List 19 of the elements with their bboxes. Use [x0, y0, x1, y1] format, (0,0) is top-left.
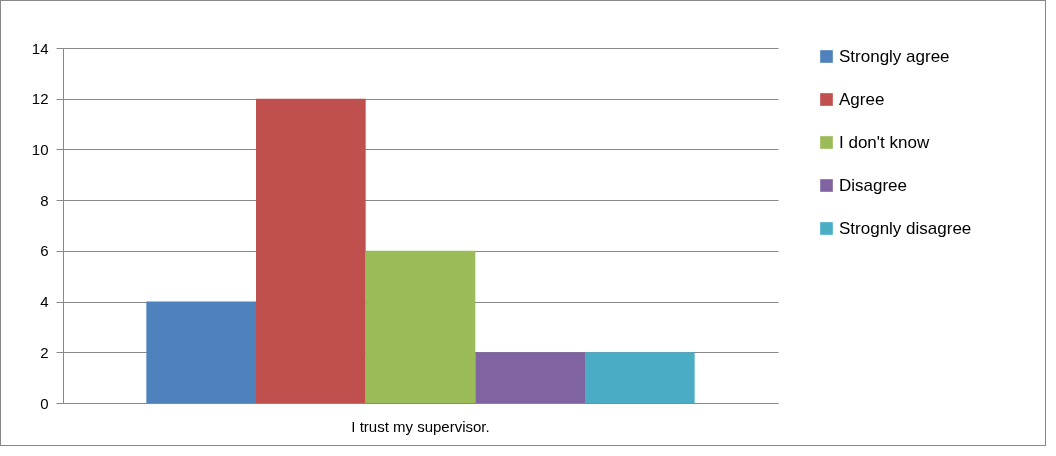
bar — [365, 250, 476, 403]
y-tick-label: 12 — [31, 90, 49, 108]
y-tick-label: 6 — [40, 242, 49, 260]
bar — [256, 98, 366, 403]
legend-label: I don't know — [839, 132, 930, 152]
y-tick-label: 2 — [40, 343, 49, 361]
y-tick-label: 14 — [31, 39, 49, 57]
legend-label: Strognly disagree — [839, 218, 972, 238]
y-tick-label: 8 — [40, 191, 49, 209]
legend-label: Strongly agree — [839, 46, 950, 66]
bar — [584, 352, 695, 403]
x-tick-label: I trust my supervisor. — [351, 417, 490, 435]
bar — [475, 352, 585, 403]
bar — [146, 301, 257, 403]
legend-label: Disagree — [839, 175, 908, 195]
y-tick-label: 0 — [40, 394, 49, 412]
y-tick-label: 4 — [40, 293, 49, 311]
y-tick-label: 10 — [31, 140, 49, 158]
legend-label: Agree — [839, 89, 885, 109]
